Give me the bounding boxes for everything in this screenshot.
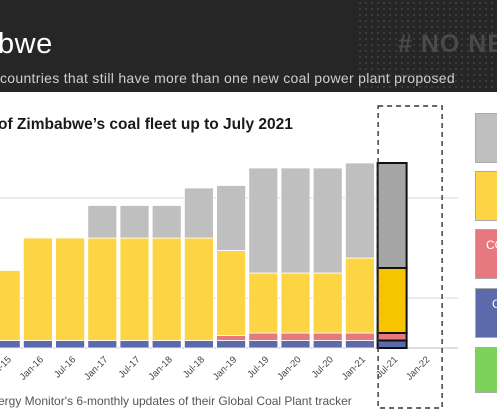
legend-swatch-yellow: [475, 171, 497, 221]
x-tick-label: Jan-21: [340, 354, 368, 382]
bar-segment-blue: [119, 340, 150, 349]
bar-segment-blue: [55, 340, 85, 349]
bar-segment-grey: [119, 205, 150, 239]
bar-segment-blue: [183, 340, 214, 349]
bar-segment-yellow: [87, 237, 118, 341]
header-banner: bwe # NO NE countries that still have mo…: [0, 0, 497, 92]
campaign-hashtag: # NO NE: [398, 30, 497, 58]
bar-segment-blue: [87, 340, 118, 349]
x-tick-label: Jan-18: [146, 354, 174, 382]
bar-segment-blue: [0, 340, 21, 349]
bar-segment-grey: [344, 162, 375, 259]
bar-segment-grey: [280, 167, 311, 274]
bar-segment-blue: [151, 340, 182, 349]
chart-title: of Zimbabwe’s coal fleet up to July 2021: [0, 116, 293, 133]
x-tick-label: Jan-19: [211, 354, 239, 382]
x-tick-label: Jul-18: [181, 354, 207, 380]
bar-segment-blue: [280, 340, 311, 349]
bar-segment-pink: [312, 332, 343, 341]
highlight-frame: [377, 105, 443, 409]
bar-segment-yellow: [376, 267, 408, 334]
bar-segment-yellow: [216, 250, 247, 336]
x-tick-label: Jan-16: [18, 354, 46, 382]
x-tick-label: Jul-19: [245, 354, 271, 380]
bar-segment-grey: [216, 185, 247, 251]
x-tick-label: Jul-17: [117, 354, 143, 380]
legend-label-pink: CO: [486, 238, 497, 252]
bar-segment-yellow: [0, 270, 21, 341]
legend-swatch-green: [475, 347, 497, 393]
bar-segment-blue: [312, 340, 343, 349]
source-note: ergy Monitor's 6-monthly updates of thei…: [0, 394, 352, 408]
bar-segment-yellow: [183, 237, 214, 341]
bar-segment-blue: [22, 340, 53, 349]
x-tick-label: Jul-20: [310, 354, 336, 380]
x-tick-label: Jan-17: [82, 354, 110, 382]
bar-segment-pink: [216, 335, 247, 341]
legend-swatch-grey: [475, 113, 497, 163]
bar-segment-pink: [344, 332, 375, 341]
legend-swatch-blue: C: [475, 288, 497, 338]
legend-swatch-pink: CO: [475, 229, 497, 279]
bar-segment-blue: [376, 339, 408, 349]
bar-segment-grey: [248, 167, 279, 274]
page-subtitle: countries that still have more than one …: [0, 70, 455, 86]
banner-dot-pattern: [357, 0, 497, 92]
bar-segment-blue: [216, 340, 247, 349]
bar-segment-grey: [87, 205, 118, 239]
bar-segment-grey: [376, 162, 408, 269]
bar-segment-yellow: [312, 272, 343, 334]
legend-label-blue: C: [492, 297, 497, 311]
bar-segment-yellow: [22, 237, 53, 341]
bar-segment-blue: [344, 340, 375, 349]
bar-segment-yellow: [280, 272, 311, 334]
x-tick-label: Jan-22: [404, 354, 432, 382]
bar-segment-grey: [151, 205, 182, 239]
bar-segment-yellow: [151, 237, 182, 341]
page-title: bwe: [0, 28, 53, 60]
bar-segment-yellow: [55, 237, 85, 341]
bar-segment-yellow: [119, 237, 150, 341]
bar-segment-pink: [248, 332, 279, 341]
x-tick-label: Jul-15: [0, 354, 14, 380]
bar-segment-pink: [280, 332, 311, 341]
bar-segment-blue: [248, 340, 279, 349]
bar-segment-yellow: [248, 272, 279, 334]
x-tick-label: Jul-16: [52, 354, 78, 380]
x-tick-label: Jan-20: [275, 354, 303, 382]
bar-segment-pink: [376, 332, 408, 342]
bar-segment-grey: [183, 187, 214, 239]
bar-segment-yellow: [344, 257, 375, 334]
bar-segment-grey: [312, 167, 343, 274]
